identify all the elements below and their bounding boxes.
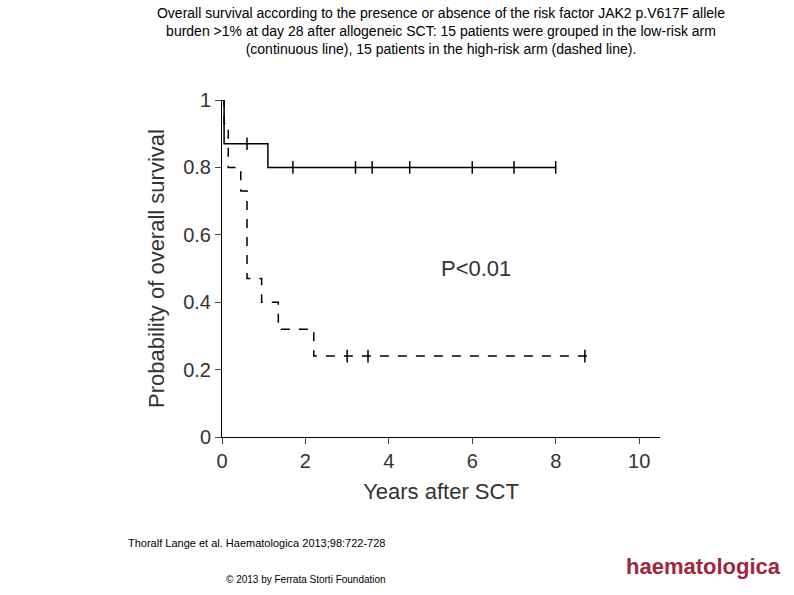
svg-text:0: 0	[216, 450, 227, 472]
svg-text:0.4: 0.4	[183, 291, 211, 313]
svg-text:2: 2	[300, 450, 311, 472]
svg-text:P<0.01: P<0.01	[441, 256, 511, 281]
svg-text:haematologica: haematologica	[626, 554, 781, 579]
svg-text:Years after SCT: Years after SCT	[363, 479, 519, 504]
svg-text:0.6: 0.6	[183, 224, 211, 246]
svg-text:0.2: 0.2	[183, 359, 211, 381]
svg-text:Overall survival according to: Overall survival according to the presen…	[157, 5, 725, 57]
svg-text:4: 4	[383, 450, 394, 472]
svg-text:10: 10	[628, 450, 650, 472]
svg-text:© 2013 by Ferrata Storti Found: © 2013 by Ferrata Storti Foundation	[226, 574, 386, 585]
svg-text:0: 0	[200, 426, 211, 448]
svg-text:1: 1	[200, 89, 211, 111]
svg-text:0.8: 0.8	[183, 156, 211, 178]
svg-text:6: 6	[467, 450, 478, 472]
svg-text:8: 8	[550, 450, 561, 472]
svg-text:Thoralf Lange et al. Haematolo: Thoralf Lange et al. Haematologica 2013;…	[128, 537, 385, 549]
svg-text:Probability of overall surviva: Probability of overall survival	[144, 129, 169, 408]
